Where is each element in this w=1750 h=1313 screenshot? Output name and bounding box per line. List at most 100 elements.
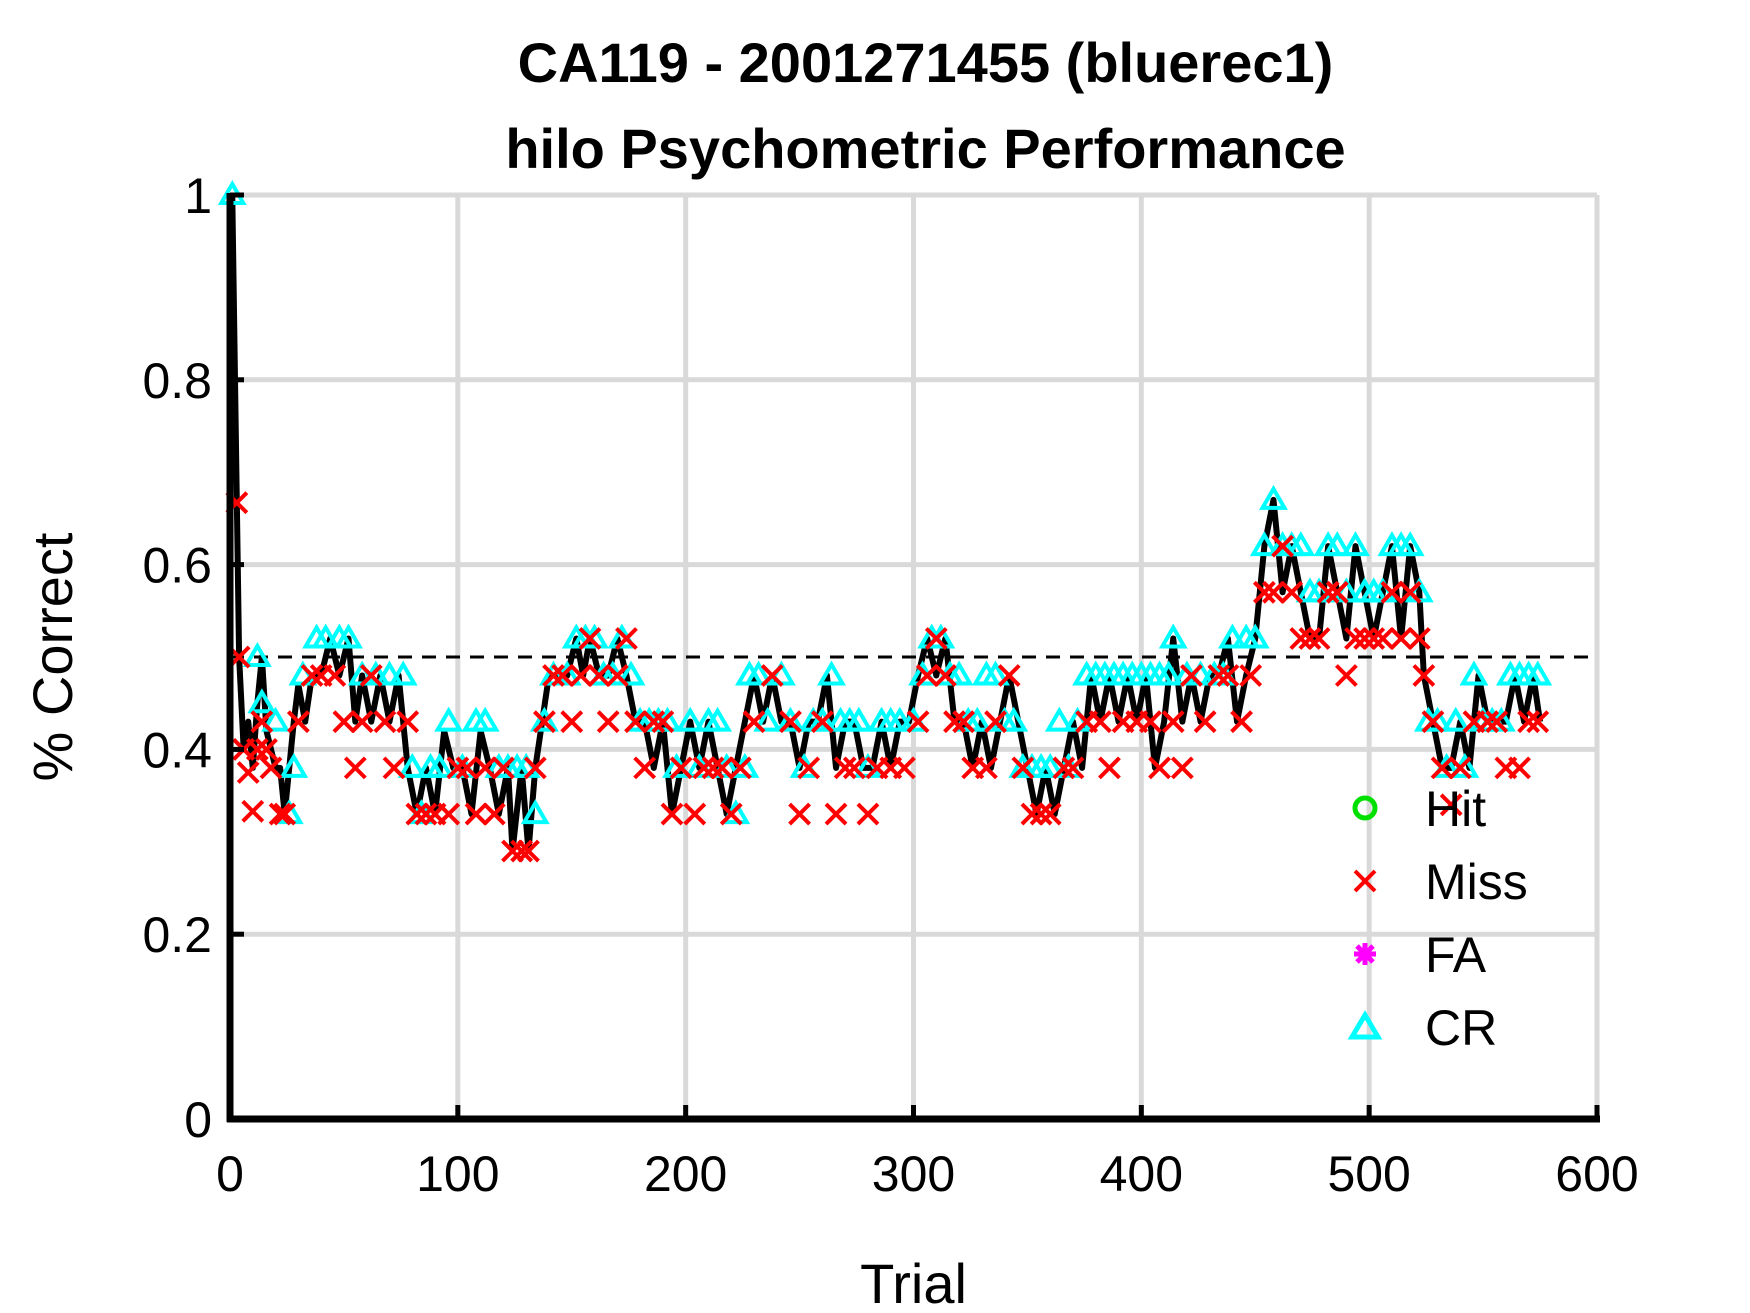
miss-marker <box>943 710 966 734</box>
miss-marker <box>1230 710 1253 734</box>
miss-marker <box>710 756 734 780</box>
cr-marker <box>1240 623 1270 649</box>
x-tick-label: 100 <box>416 1146 499 1202</box>
miss-marker <box>856 802 880 826</box>
miss-marker <box>1061 756 1085 780</box>
cr-marker <box>944 660 974 686</box>
cr-marker <box>1286 531 1316 557</box>
miss-marker <box>824 802 848 826</box>
miss-marker <box>906 710 930 734</box>
miss-marker <box>273 802 297 826</box>
cr-marker <box>520 799 550 825</box>
miss-marker <box>1029 802 1053 826</box>
miss-marker <box>1289 627 1313 650</box>
miss-marker <box>1038 802 1062 826</box>
cr-marker <box>434 706 464 732</box>
x-tick-label: 600 <box>1555 1146 1638 1202</box>
miss-marker <box>742 710 766 734</box>
y-axis-label: % Correct <box>21 532 84 781</box>
miss-marker <box>542 664 565 687</box>
cr-marker <box>844 706 874 732</box>
performance-line <box>229 194 1544 855</box>
miss-marker <box>660 802 684 826</box>
miss-marker <box>578 627 602 650</box>
cr-marker <box>981 660 1010 686</box>
y-tick-label: 0.4 <box>142 722 212 778</box>
miss-marker <box>633 756 657 780</box>
miss-marker <box>1334 664 1358 687</box>
miss-marker <box>373 710 397 734</box>
cr-marker <box>1523 660 1553 686</box>
miss-marker <box>560 710 584 734</box>
legend-hit-marker <box>1352 795 1378 821</box>
chart-title-line-2: hilo Psychometric Performance <box>505 117 1345 180</box>
miss-marker <box>343 756 367 780</box>
miss-marker <box>615 627 638 650</box>
miss-marker <box>833 756 857 780</box>
cr-marker <box>397 752 427 778</box>
miss-marker <box>414 802 438 826</box>
miss-marker <box>1526 710 1550 734</box>
miss-marker <box>984 710 1007 734</box>
cr-marker <box>529 706 559 732</box>
miss-marker <box>892 756 916 780</box>
miss-marker <box>236 761 260 784</box>
miss-marker <box>1430 756 1454 780</box>
miss-marker <box>1325 580 1349 604</box>
miss-marker <box>651 710 675 734</box>
miss-marker <box>245 737 269 761</box>
cr-marker <box>470 706 500 732</box>
cr-marker <box>744 660 774 686</box>
miss-marker <box>1380 580 1404 604</box>
miss-marker <box>797 756 821 780</box>
miss-marker <box>624 710 647 734</box>
cr-marker <box>311 623 341 649</box>
miss-marker <box>701 756 725 780</box>
cr-marker <box>1441 706 1471 732</box>
miss-marker <box>532 710 556 734</box>
miss-marker <box>473 756 497 780</box>
miss-marker <box>1052 756 1076 780</box>
cr-marker <box>279 752 309 778</box>
miss-marker <box>1421 710 1445 734</box>
cr-marker <box>1158 623 1188 649</box>
cr-marker <box>425 752 455 778</box>
cr-marker <box>1259 484 1288 510</box>
miss-marker <box>241 799 265 823</box>
miss-marker <box>587 664 611 687</box>
cr-marker <box>999 706 1029 732</box>
cr-marker <box>616 660 646 686</box>
miss-marker <box>1148 756 1171 780</box>
x-tick-label: 500 <box>1327 1146 1410 1202</box>
y-tick-label: 0 <box>184 1092 212 1148</box>
miss-marker <box>255 737 278 761</box>
miss-marker <box>510 839 534 863</box>
miss-marker <box>286 710 310 734</box>
cr-marker <box>242 642 272 667</box>
miss-marker <box>569 664 593 687</box>
cr-marker <box>1035 752 1065 778</box>
miss-marker <box>1389 627 1413 650</box>
x-tick-label: 400 <box>1100 1146 1183 1202</box>
miss-marker <box>760 664 784 687</box>
cr-marker <box>247 688 277 714</box>
miss-marker <box>1448 756 1472 780</box>
cr-marker <box>388 660 418 686</box>
cr-marker <box>962 706 992 732</box>
miss-marker <box>437 802 461 826</box>
cr-marker <box>817 660 846 686</box>
miss-marker <box>642 710 666 734</box>
miss-marker <box>1407 627 1431 650</box>
miss-marker <box>1353 627 1377 650</box>
cr-marker <box>753 706 783 732</box>
miss-marker <box>1139 710 1162 734</box>
chart-title-line-1: CA119 - 2001271455 (bluerec1) <box>518 31 1334 94</box>
miss-marker <box>952 710 976 734</box>
miss-marker <box>1485 710 1509 734</box>
miss-marker <box>810 710 834 734</box>
miss-marker <box>1371 627 1395 650</box>
cr-marker <box>1217 623 1247 649</box>
cr-marker <box>1459 660 1489 686</box>
cr-marker <box>1249 531 1279 557</box>
y-tick-label: 1 <box>184 168 212 224</box>
